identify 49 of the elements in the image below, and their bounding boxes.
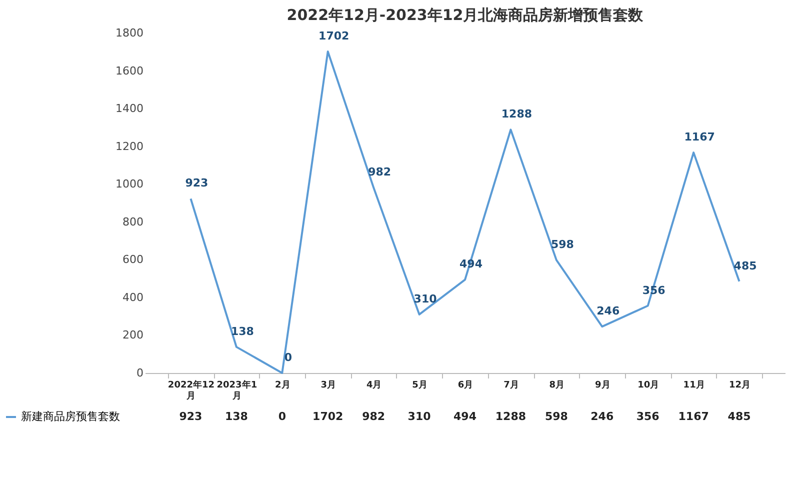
text: 0 [284, 351, 292, 364]
data-label: 494 [454, 410, 477, 423]
x-tick-label: 12月 [729, 380, 751, 390]
legend-label: 新建商品房预售套数 [21, 410, 120, 423]
data-label: 1702 [312, 410, 344, 423]
data-label: 356 [636, 410, 660, 423]
data-label: 923 [179, 410, 202, 423]
text: 598 [550, 238, 574, 252]
y-tick-label: 0 [136, 366, 144, 380]
data-label: 598 [544, 410, 568, 423]
text: 1167 [684, 130, 715, 144]
x-tick-label: 6月 [458, 380, 474, 390]
text: 485 [734, 259, 757, 272]
x-tick-label: 2月 [275, 380, 290, 390]
data-label: 485 [728, 410, 751, 423]
y-tick-label: 1000 [116, 178, 144, 191]
text: 982 [368, 166, 392, 179]
x-tick-label: 7月 [504, 380, 519, 390]
x-tick-label: 4月 [366, 380, 382, 390]
y-tick-label: 200 [122, 328, 144, 342]
data-label: 0 [278, 410, 286, 423]
chart-title: 2022年12月-2023年12月北海商品房新增预售套数 [286, 6, 644, 24]
data-label: 982 [362, 410, 386, 423]
text: 310 [414, 292, 437, 306]
text: 1702 [318, 30, 350, 43]
y-tick-label: 1600 [116, 64, 144, 78]
y-tick-label: 1800 [116, 26, 144, 40]
x-tick-label: 5月 [412, 380, 428, 390]
y-tick-label: 1400 [116, 102, 144, 116]
data-label: 310 [408, 410, 432, 423]
x-tick-label: 3月 [320, 380, 336, 390]
y-tick-label: 400 [122, 290, 144, 304]
x-tick-label: 8月 [549, 380, 565, 390]
data-label: 1167 [678, 410, 709, 423]
data-label: 246 [590, 410, 614, 423]
text: 246 [596, 304, 620, 318]
text: 1288 [501, 108, 532, 121]
x-tick-label: 2023年1月 [216, 380, 258, 402]
x-tick-label: 9月 [595, 380, 610, 390]
text: 923 [185, 176, 208, 190]
y-tick-label: 800 [122, 215, 144, 228]
x-tick-label: 10月 [638, 380, 660, 390]
y-tick-label: 600 [122, 253, 144, 266]
x-tick-label: 2022年12月 [168, 380, 215, 402]
y-tick-label: 1200 [116, 140, 144, 153]
data-label: 1288 [495, 410, 526, 423]
data-label: 138 [224, 410, 248, 423]
text: 138 [230, 324, 254, 338]
x-tick-label: 11月 [683, 380, 705, 390]
